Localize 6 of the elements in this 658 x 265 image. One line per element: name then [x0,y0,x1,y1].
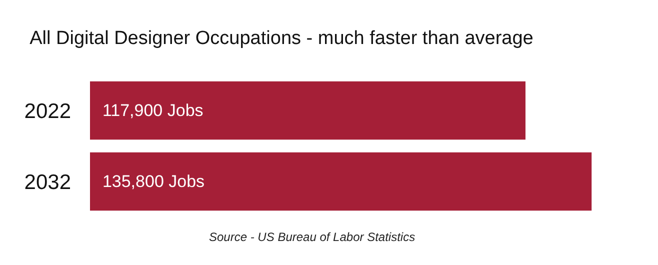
data-label: 117,900 Jobs [93,101,204,120]
data-label: 135,800 Jobs [93,172,205,191]
y-tick-label: 2022 [24,100,71,123]
source-note: Source - US Bureau of Labor Statistics [209,230,416,244]
y-tick-label: 2032 [24,170,71,194]
chart-title: All Digital Designer Occupations - much faster than average [30,28,534,49]
